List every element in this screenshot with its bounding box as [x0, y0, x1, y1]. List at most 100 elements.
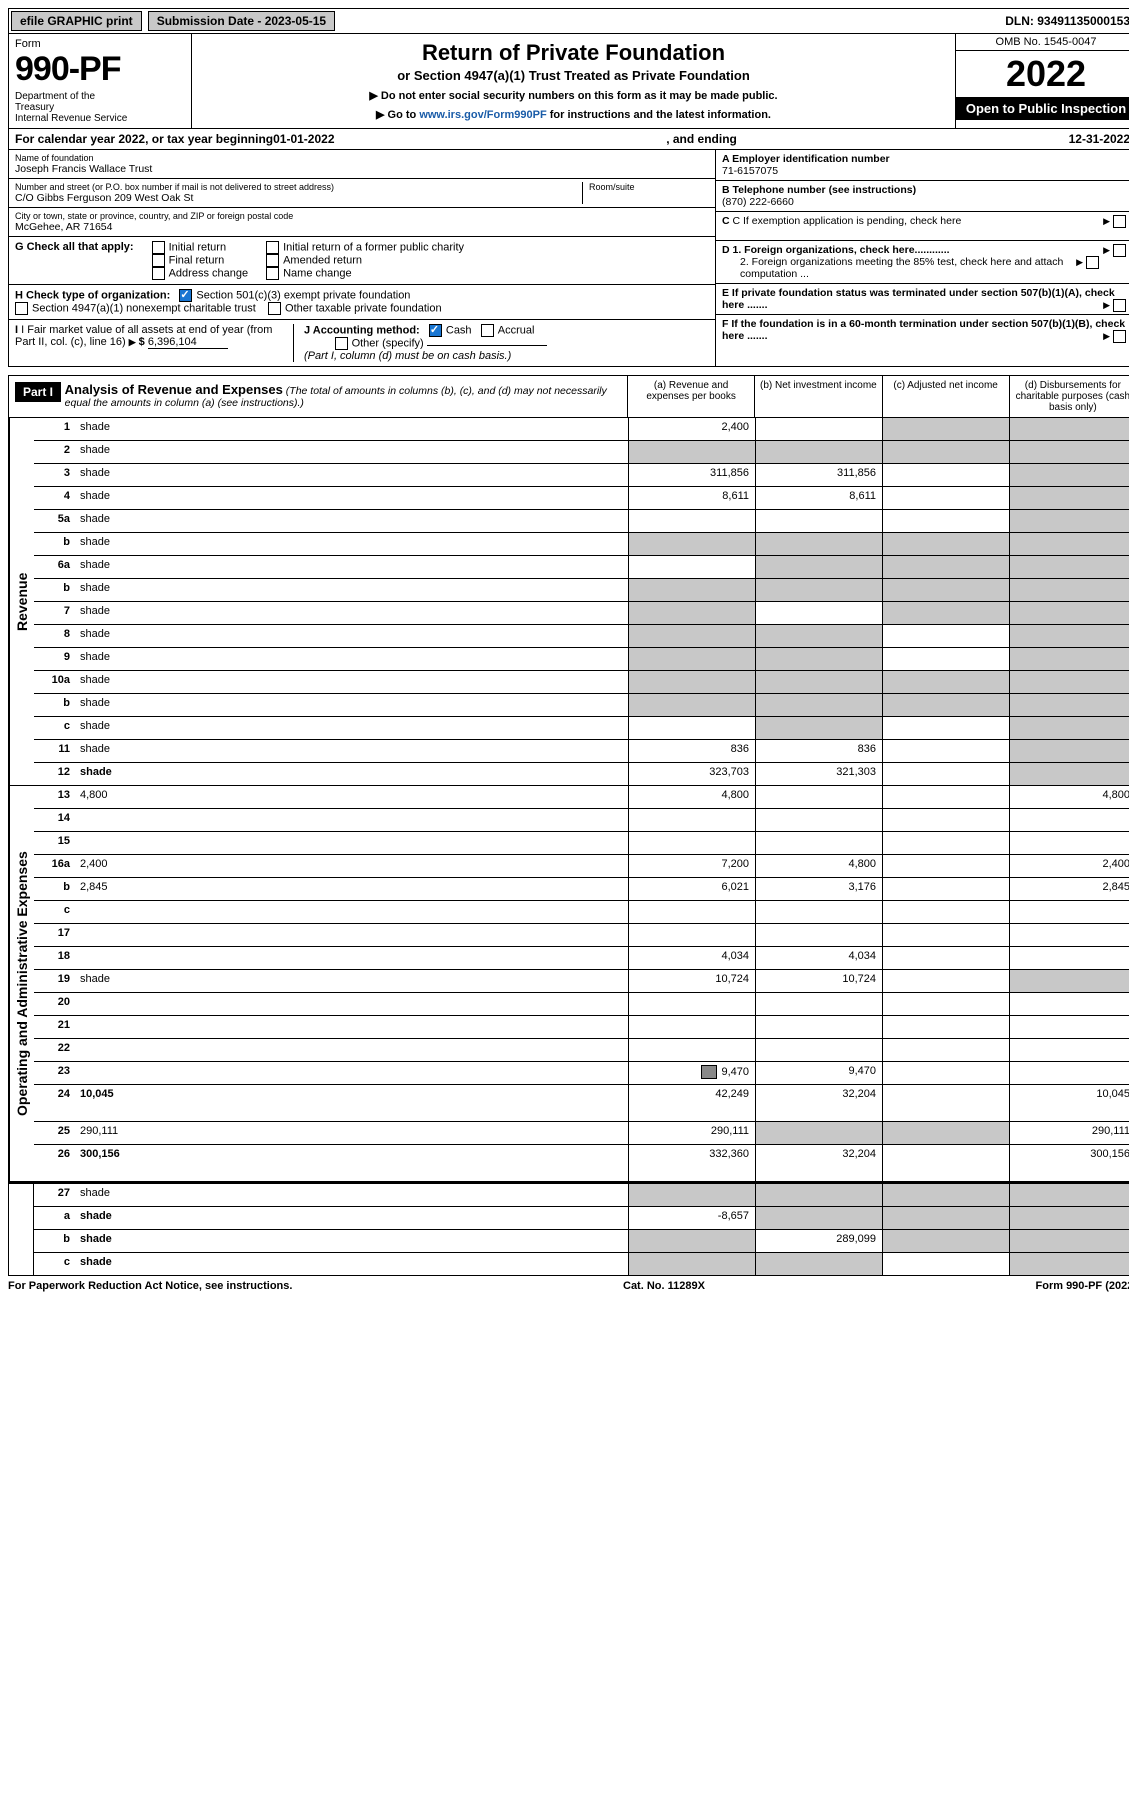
line-number: b — [34, 1230, 76, 1252]
status-terminated-checkbox[interactable] — [1113, 299, 1126, 312]
accrual-checkbox[interactable] — [481, 324, 494, 337]
phone-value: (870) 222-6660 — [722, 196, 1129, 208]
line-number: 26 — [34, 1145, 76, 1181]
table-cell — [882, 510, 1009, 532]
line-description: 10,045 — [76, 1085, 628, 1121]
table-row: 16a2,4007,2004,8002,400 — [34, 855, 1129, 878]
initial-former-checkbox[interactable] — [266, 241, 279, 254]
ein-cell: A Employer identification number 71-6157… — [716, 150, 1129, 181]
501c3-checkbox[interactable] — [179, 289, 192, 302]
other-taxable-checkbox[interactable] — [268, 302, 281, 315]
table-cell — [755, 533, 882, 555]
table-cell — [882, 1039, 1009, 1061]
exemption-pending-checkbox[interactable] — [1113, 215, 1126, 228]
table-cell — [1009, 648, 1129, 670]
table-cell — [1009, 970, 1129, 992]
table-row: bshade — [34, 694, 1129, 717]
table-cell — [882, 556, 1009, 578]
table-cell — [1009, 1184, 1129, 1206]
line-description: shade — [76, 694, 628, 716]
table-cell: 10,724 — [755, 970, 882, 992]
table-row: 184,0344,034 — [34, 947, 1129, 970]
part-label: Part I — [15, 382, 61, 402]
footer-mid: Cat. No. 11289X — [623, 1280, 705, 1292]
table-row: 6ashade — [34, 556, 1129, 579]
60-month-checkbox[interactable] — [1113, 330, 1126, 343]
form-link[interactable]: www.irs.gov/Form990PF — [419, 109, 546, 121]
form-header: Form 990-PF Department of theTreasuryInt… — [8, 34, 1129, 129]
open-inspection: Open to Public Inspection — [956, 97, 1129, 120]
line-number: 24 — [34, 1085, 76, 1121]
table-row: 1shade2,400 — [34, 418, 1129, 441]
line-number: 16a — [34, 855, 76, 877]
name-change-checkbox[interactable] — [266, 267, 279, 280]
line-description: shade — [76, 1253, 628, 1275]
table-cell: 321,303 — [755, 763, 882, 785]
line-description: shade — [76, 648, 628, 670]
initial-return-checkbox[interactable] — [152, 241, 165, 254]
analysis-title: Analysis of Revenue and Expenses — [65, 382, 283, 397]
city-cell: City or town, state or province, country… — [9, 208, 715, 237]
foreign-85-checkbox[interactable] — [1086, 256, 1099, 269]
table-cell: 42,249 — [628, 1085, 755, 1121]
g-check-row: G Check all that apply: Initial return F… — [9, 237, 715, 285]
table-cell — [882, 671, 1009, 693]
footer-right: Form 990-PF (2022) — [1036, 1280, 1129, 1292]
col-a-header: (a) Revenue and expenses per books — [628, 376, 755, 417]
table-cell: 32,204 — [755, 1145, 882, 1181]
table-cell — [1009, 602, 1129, 624]
table-cell — [1009, 464, 1129, 486]
table-cell — [882, 1062, 1009, 1084]
city-state: McGehee, AR 71654 — [15, 221, 709, 233]
line-description: 2,400 — [76, 855, 628, 877]
form-label: Form — [15, 38, 185, 50]
table-cell: 311,856 — [628, 464, 755, 486]
table-cell — [628, 602, 755, 624]
address-change-checkbox[interactable] — [152, 267, 165, 280]
room-label: Room/suite — [589, 182, 709, 192]
line-description: shade — [76, 717, 628, 739]
table-cell — [882, 487, 1009, 509]
table-cell — [755, 1184, 882, 1206]
table-row: cshade — [34, 717, 1129, 740]
table-cell — [755, 579, 882, 601]
table-row: 12shade323,703321,303 — [34, 763, 1129, 785]
h-check-row: H Check type of organization: Section 50… — [9, 285, 715, 320]
table-cell — [882, 533, 1009, 555]
table-cell — [755, 832, 882, 854]
table-cell — [755, 1207, 882, 1229]
attachment-icon[interactable] — [701, 1065, 717, 1079]
table-cell: 2,400 — [628, 418, 755, 440]
table-row: 15 — [34, 832, 1129, 855]
table-cell — [1009, 832, 1129, 854]
table-row: ashade-8,657 — [34, 1207, 1129, 1230]
4947-checkbox[interactable] — [15, 302, 28, 315]
table-cell — [882, 625, 1009, 647]
table-cell — [755, 1122, 882, 1144]
other-method-checkbox[interactable] — [335, 337, 348, 350]
table-cell — [882, 993, 1009, 1015]
line-number: b — [34, 533, 76, 555]
c-cell: C C If exemption application is pending,… — [716, 212, 1129, 241]
table-cell: 9,470 — [628, 1062, 755, 1084]
table-cell: 32,204 — [755, 1085, 882, 1121]
form-number: 990-PF — [15, 50, 185, 89]
table-cell — [1009, 533, 1129, 555]
table-cell — [1009, 510, 1129, 532]
amended-return-checkbox[interactable] — [266, 254, 279, 267]
table-cell — [1009, 556, 1129, 578]
final-return-checkbox[interactable] — [152, 254, 165, 267]
table-cell: 311,856 — [755, 464, 882, 486]
line-number: 4 — [34, 487, 76, 509]
fmv-value: 6,396,104 — [148, 336, 228, 349]
table-cell — [1009, 418, 1129, 440]
line-description: shade — [76, 740, 628, 762]
cash-checkbox[interactable] — [429, 324, 442, 337]
form-title: Return of Private Foundation — [202, 40, 945, 66]
efile-print-button[interactable]: efile GRAPHIC print — [11, 11, 142, 31]
submission-date-button[interactable]: Submission Date - 2023-05-15 — [148, 11, 335, 31]
table-cell — [628, 556, 755, 578]
foreign-org-checkbox[interactable] — [1113, 244, 1126, 257]
table-cell: 8,611 — [628, 487, 755, 509]
table-cell — [882, 855, 1009, 877]
